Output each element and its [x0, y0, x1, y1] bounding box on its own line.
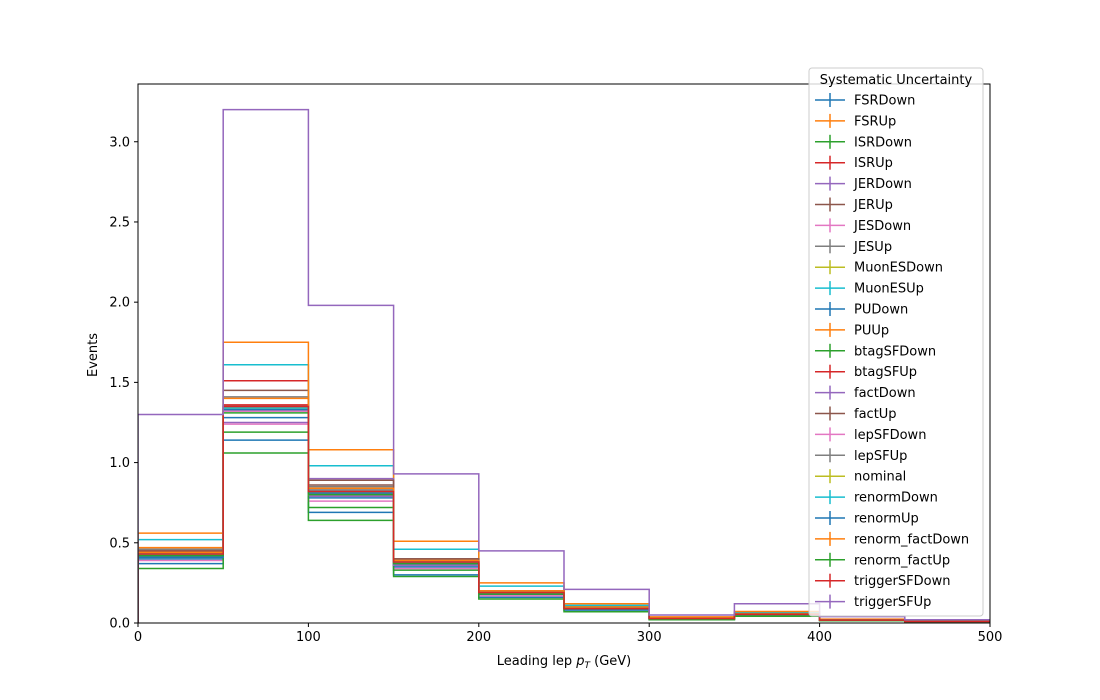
legend-item: PUDown: [815, 302, 908, 318]
legend-item: FSRUp: [815, 113, 896, 129]
legend-item: renormDown: [815, 490, 938, 506]
legend-item: renormUp: [815, 511, 919, 527]
legend-label: JESDown: [853, 219, 911, 234]
x-tick-label: 100: [296, 630, 321, 645]
legend-item: ISRUp: [815, 155, 893, 171]
legend-item: lepSFDown: [815, 427, 926, 443]
series-line-triggerSFDown: [138, 405, 990, 623]
legend-title: Systematic Uncertainty: [820, 73, 973, 88]
legend-item: btagSFDown: [815, 343, 936, 359]
legend-label: btagSFUp: [854, 365, 917, 380]
x-tick-label: 400: [807, 630, 832, 645]
legend-label: factUp: [854, 407, 897, 422]
legend-label: renormUp: [854, 512, 919, 527]
legend-label: triggerSFDown: [854, 574, 950, 589]
legend-label: renorm_factUp: [854, 553, 950, 568]
legend-label: JERUp: [853, 198, 893, 213]
legend-item: nominal: [815, 469, 906, 485]
y-axis-label: Events: [86, 333, 101, 377]
legend-item: MuonESDown: [815, 260, 943, 276]
legend-item: lepSFUp: [815, 448, 907, 464]
legend-label: PUDown: [854, 303, 908, 318]
legend-label: JERDown: [853, 177, 912, 192]
legend-label: triggerSFUp: [854, 595, 931, 610]
x-tick-label: 500: [978, 630, 1003, 645]
x-tick-label: 200: [466, 630, 491, 645]
legend-item: btagSFUp: [815, 364, 917, 380]
legend-item: triggerSFUp: [815, 594, 931, 610]
legend-label: MuonESUp: [854, 282, 924, 297]
legend-item: renorm_factDown: [815, 531, 969, 547]
legend-label: ISRUp: [854, 156, 893, 171]
legend-label: FSRDown: [854, 94, 915, 109]
legend-label: lepSFUp: [854, 449, 907, 464]
legend-label: JESUp: [853, 240, 892, 255]
legend-item: JERDown: [815, 176, 912, 192]
legend-item: MuonESUp: [815, 281, 924, 297]
legend-label: MuonESDown: [854, 261, 943, 276]
plot-area: [138, 108, 990, 623]
y-tick-label: 2.5: [109, 215, 130, 230]
y-axis: 0.0 0.5 1.0 1.5 2.0 2.5 3.0: [109, 135, 138, 632]
x-axis: 0 100 200 300 400 500: [134, 623, 1003, 645]
legend-item: JESDown: [815, 218, 911, 234]
legend-item: JERUp: [815, 197, 893, 213]
y-tick-label: 0.5: [109, 536, 130, 551]
x-axis-label: Leading lep pT (GeV): [497, 654, 631, 671]
legend-label: PUUp: [854, 323, 889, 338]
legend-item: renorm_factUp: [815, 552, 950, 568]
legend-label: ISRDown: [854, 135, 912, 150]
legend-label: FSRUp: [854, 114, 896, 129]
legend-label: renormDown: [854, 491, 938, 506]
y-tick-label: 1.5: [109, 376, 130, 391]
legend-item: factDown: [815, 385, 916, 401]
legend-box: [808, 67, 984, 617]
legend-label: nominal: [854, 470, 906, 485]
legend-item: triggerSFDown: [815, 573, 950, 589]
legend-label: renorm_factDown: [854, 532, 969, 547]
legend-label: factDown: [854, 386, 916, 401]
x-tick-label: 300: [637, 630, 662, 645]
legend-item: JESUp: [815, 239, 892, 255]
legend-item: ISRDown: [815, 134, 912, 150]
legend-item: factUp: [815, 406, 897, 422]
legend-label: lepSFDown: [854, 428, 926, 443]
legend-item: PUUp: [815, 322, 889, 338]
y-tick-label: 2.0: [109, 296, 130, 311]
legend-label: btagSFDown: [854, 344, 936, 359]
y-tick-label: 3.0: [109, 135, 130, 150]
axes-frame: [137, 83, 991, 624]
y-tick-label: 1.0: [109, 456, 130, 471]
legend: Systematic Uncertainty FSRDown FSRUp ISRDo…: [808, 67, 984, 617]
x-tick-label: 0: [134, 630, 142, 645]
y-tick-label: 0.0: [109, 617, 130, 632]
legend-item: FSRDown: [815, 93, 915, 109]
